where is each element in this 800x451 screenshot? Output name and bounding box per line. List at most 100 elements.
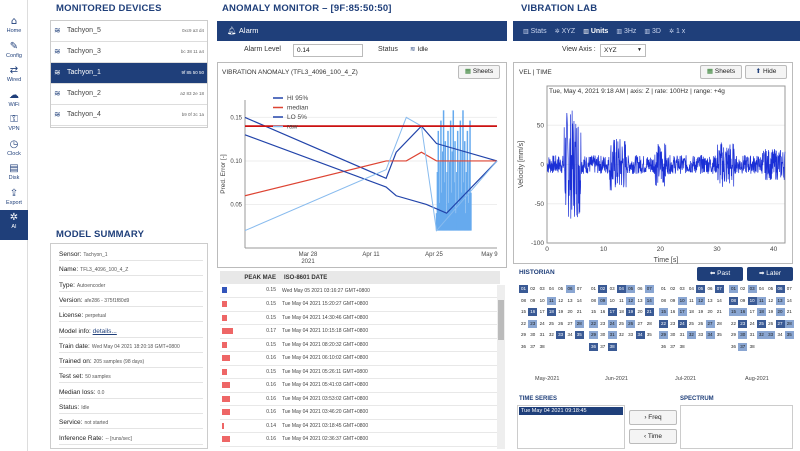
table-row[interactable]: 0.16 Tue May 04 2021 02:36:37 GMT+0800 [220, 432, 500, 447]
calendar-day[interactable]: 12 [766, 296, 776, 305]
calendar-day[interactable]: 22 [589, 319, 598, 328]
calendar-day[interactable]: 20 [565, 308, 575, 316]
calendar-day[interactable]: 16 [738, 308, 748, 316]
calendar-day[interactable]: 16 [598, 308, 608, 316]
calendar-day[interactable]: 31 [537, 331, 547, 339]
calendar-day[interactable]: 22 [519, 319, 528, 328]
calendar-day[interactable]: 23 [598, 319, 608, 328]
calendar-day[interactable]: 35 [574, 331, 584, 339]
calendar-day[interactable]: 31 [607, 331, 617, 339]
calendar-day[interactable]: 29 [729, 331, 738, 339]
calendar-day[interactable]: 04 [756, 285, 766, 293]
calendar-day[interactable]: 32 [546, 331, 556, 339]
calendar-day[interactable]: 12 [626, 296, 636, 305]
calendar-day[interactable]: 36 [589, 342, 598, 351]
calendar-day[interactable]: 27 [565, 319, 575, 328]
calendar-day[interactable]: 18 [686, 308, 696, 316]
calendar-day[interactable]: 35 [644, 331, 654, 339]
calendar-day[interactable]: 11 [756, 296, 766, 305]
details-link[interactable]: details... [92, 327, 117, 335]
calendar-day[interactable]: 22 [729, 319, 738, 328]
anomaly-sheets-button[interactable]: ▦ Sheets [458, 65, 500, 79]
calendar-day[interactable]: 01 [729, 285, 738, 293]
calendar-day[interactable]: 34 [565, 331, 575, 339]
calendar-day[interactable]: 01 [519, 285, 528, 293]
device-item[interactable]: ≋ Tachyon_3 bc 38 11 a4 [51, 42, 207, 63]
calendar-day[interactable]: 17 [607, 308, 617, 316]
vlab-tab-1x[interactable]: ✲ 1 x [669, 22, 685, 42]
device-item[interactable]: ≋ Tachyon_4 b9 0f 3c 1a [51, 105, 207, 126]
calendar-day[interactable]: 06 [565, 285, 575, 293]
calendar-day[interactable]: 37 [668, 342, 678, 351]
calendar-day[interactable]: 33 [626, 331, 636, 339]
calendar-day[interactable]: 10 [537, 296, 547, 305]
calendar-day[interactable]: 15 [519, 308, 528, 316]
calendar-day[interactable]: 36 [659, 342, 668, 351]
peak-scrollbar[interactable] [497, 285, 505, 449]
calendar-day[interactable]: 13 [775, 296, 785, 305]
calendar-day[interactable]: 10 [607, 296, 617, 305]
calendar-day[interactable]: 18 [616, 308, 626, 316]
calendar-day[interactable]: 25 [756, 319, 766, 328]
calendar-day[interactable]: 22 [659, 319, 668, 328]
calendar-day[interactable]: 34 [635, 331, 645, 339]
calendar-day[interactable]: 02 [738, 285, 748, 293]
later-button[interactable]: ➡ Later [747, 267, 793, 281]
calendar-day[interactable]: 15 [729, 308, 738, 316]
nav-home[interactable]: ⌂ Home [0, 14, 28, 44]
calendar-day[interactable]: 01 [589, 285, 598, 293]
calendar-day[interactable]: 21 [714, 308, 724, 316]
calendar-day[interactable]: 03 [677, 285, 687, 293]
calendar-day[interactable]: 19 [556, 308, 566, 316]
past-button[interactable]: ⬅ Past [697, 267, 743, 281]
calendar-day[interactable]: 09 [668, 296, 678, 305]
calendar-day[interactable]: 04 [546, 285, 556, 293]
calendar-day[interactable]: 32 [686, 331, 696, 339]
calendar-day[interactable]: 24 [677, 319, 687, 328]
calendar-day[interactable]: 29 [519, 331, 528, 339]
calendar-day[interactable]: 33 [766, 331, 776, 339]
calendar-day[interactable]: 27 [635, 319, 645, 328]
view-axis-select[interactable]: XYZ ▼ [600, 44, 646, 57]
calendar-day[interactable]: 27 [775, 319, 785, 328]
calendar-day[interactable]: 05 [766, 285, 776, 293]
table-row[interactable]: 0.17 Tue May 04 2021 10:15:18 GMT+0800 [220, 324, 500, 339]
calendar-day[interactable]: 08 [659, 296, 668, 305]
calendar-day[interactable]: 03 [537, 285, 547, 293]
table-row[interactable]: 0.15 Tue May 04 2021 14:30:46 GMT+0800 [220, 311, 500, 325]
calendar-day[interactable]: 12 [696, 296, 706, 305]
calendar-day[interactable]: 37 [528, 342, 538, 351]
calendar-day[interactable]: 05 [556, 285, 566, 293]
calendar-day[interactable]: 24 [607, 319, 617, 328]
calendar-day[interactable]: 26 [626, 319, 636, 328]
calendar-day[interactable]: 28 [784, 319, 794, 328]
calendar-day[interactable]: 26 [696, 319, 706, 328]
calendar-day[interactable]: 17 [677, 308, 687, 316]
calendar-day[interactable]: 20 [775, 308, 785, 316]
calendar-day[interactable]: 04 [616, 285, 626, 293]
calendar-day[interactable]: 31 [747, 331, 757, 339]
calendar-day[interactable]: 17 [537, 308, 547, 316]
nav-wired[interactable]: ⇄ Wired [0, 63, 28, 93]
freq-button[interactable]: › Freq [629, 410, 677, 425]
calendar-day[interactable]: 28 [714, 319, 724, 328]
calendar-day[interactable]: 06 [775, 285, 785, 293]
calendar-day[interactable]: 27 [705, 319, 715, 328]
device-item[interactable]: ≋ Tachyon_1 9f 85 50 50 [51, 63, 207, 84]
calendar-day[interactable]: 07 [644, 285, 654, 293]
calendar-day[interactable]: 21 [644, 308, 654, 316]
hide-button[interactable]: ⬆ Hide [745, 65, 787, 79]
calendar-day[interactable]: 14 [714, 296, 724, 305]
calendar-day[interactable]: 15 [659, 308, 668, 316]
alarm-level-input[interactable]: 0.14 [293, 44, 363, 57]
calendar-day[interactable]: 25 [546, 319, 556, 328]
calendar-day[interactable]: 35 [784, 331, 794, 339]
table-row[interactable]: 0.16 Tue May 04 2021 06:10:02 GMT+0800 [220, 351, 500, 366]
nav-wifi[interactable]: ☁ WiFi [0, 88, 28, 118]
calendar-day[interactable]: 34 [775, 331, 785, 339]
calendar-day[interactable]: 07 [574, 285, 584, 293]
calendar-day[interactable]: 32 [756, 331, 766, 339]
vlab-tab-3d[interactable]: ▥ 3D [644, 22, 661, 42]
calendar-day[interactable]: 21 [574, 308, 584, 316]
calendar-day[interactable]: 30 [738, 331, 748, 339]
